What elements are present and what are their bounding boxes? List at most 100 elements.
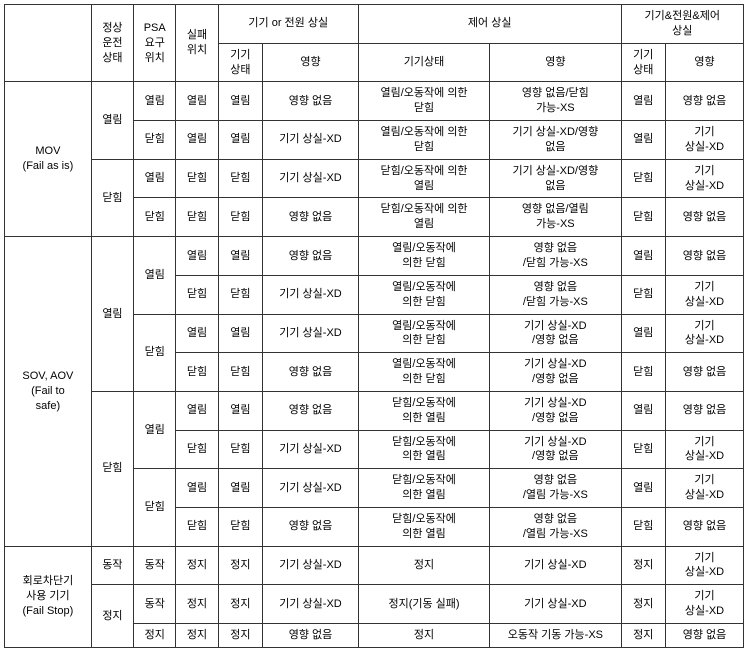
cell: 열림/오동작에의한 닫힘 [358,237,489,276]
cell: 열림 [621,469,666,508]
cell: 열림 [218,469,263,508]
cell: 기기상실-XD [666,159,744,198]
failure-mode-table: 정상운전상태 PSA요구위치 실패위치 기기 or 전원 상실 제어 상실 기기… [4,4,744,648]
header-sub5: 기기상태 [621,43,666,82]
cell: 기기 상실-XD/영향 없음 [490,353,621,392]
row-label-breaker: 회로차단기사용 기기(Fail Stop) [5,546,92,647]
cell: 영향 없음 [263,624,359,648]
cell: 열림 [134,391,176,468]
cell: 정지 [358,624,489,648]
cell: 열림 [621,391,666,430]
cell: 닫힘/오동작에의한 열림 [358,430,489,469]
cell: 닫힘 [621,159,666,198]
cell: 열림 [176,237,218,276]
cell: 영향 없음 [263,82,359,121]
header-psa-pos: PSA요구위치 [134,5,176,82]
cell: 열림 [134,237,176,314]
cell: 기기상실-XD [666,121,744,160]
cell: 닫힘 [621,507,666,546]
cell: 기기상실-XD [666,430,744,469]
cell: 영향 없음/닫힘가능-XS [490,82,621,121]
cell: 열림/오동작에의한 닫힘 [358,314,489,353]
cell: 닫힘 [621,353,666,392]
cell: 오동작 기동 가능-XS [490,624,621,648]
cell: 닫힘 [621,275,666,314]
cell: 닫힘/오동작에의한 열림 [358,391,489,430]
cell: 동작 [134,546,176,585]
cell: 기기 상실-XD/영향없음 [490,121,621,160]
cell: 영향 없음/닫힘 가능-XS [490,237,621,276]
cell: 정지 [176,546,218,585]
cell: 닫힘 [176,159,218,198]
cell: 열림 [621,82,666,121]
cell: 영향 없음 [263,353,359,392]
cell: 기기 상실-XD [263,585,359,624]
header-blank [5,5,92,82]
cell: 영향 없음 [666,82,744,121]
cell: 닫힘 [134,121,176,160]
header-sub4: 영향 [490,43,621,82]
cell: 정지 [218,624,263,648]
cell: 기기 상실-XD [263,469,359,508]
cell: 열림/오동작에의한 닫힘 [358,353,489,392]
cell: 열림/오동작에의한 닫힘 [358,275,489,314]
cell: 영향 없음 [666,507,744,546]
cell: 기기상실-XD [666,469,744,508]
cell: 정지 [134,624,176,648]
cell: 열림 [176,469,218,508]
header-sub6: 영향 [666,43,744,82]
cell: 닫힘 [621,198,666,237]
cell: 닫힘 [176,430,218,469]
cell: 열림 [91,82,133,159]
cell: 기기상실-XD [666,546,744,585]
table-row: 정지 동작 정지 정지 기기 상실-XD 정지(기동 실패) 기기 상실-XD … [5,585,744,624]
cell: 정지 [621,585,666,624]
cell: 기기 상실-XD [263,546,359,585]
header-normal-state: 정상운전상태 [91,5,133,82]
cell: 영향 없음/열림가능-XS [490,198,621,237]
cell: 기기 상실-XD/영향 없음 [490,391,621,430]
cell: 열림 [91,237,133,392]
cell: 동작 [91,546,133,585]
cell: 열림 [218,82,263,121]
cell: 닫힘 [218,159,263,198]
cell: 열림 [621,314,666,353]
cell: 기기 상실-XD [263,159,359,198]
cell: 정지 [358,546,489,585]
cell: 닫힘 [218,353,263,392]
cell: 닫힘 [176,507,218,546]
cell: 열림 [218,314,263,353]
cell: 영향 없음 [666,624,744,648]
cell: 영향 없음/열림 가능-XS [490,507,621,546]
cell: 열림 [176,82,218,121]
cell: 영향 없음 [666,353,744,392]
cell: 닫힘/오동작에의한 열림 [358,469,489,508]
cell: 기기 상실-XD [263,430,359,469]
cell: 기기 상실-XD [490,546,621,585]
cell: 열림 [176,391,218,430]
cell: 닫힘 [218,275,263,314]
table-row: 회로차단기사용 기기(Fail Stop) 동작 동작 정지 정지 기기 상실-… [5,546,744,585]
cell: 영향 없음/열림 가능-XS [490,469,621,508]
table-row: 닫힘 열림 열림 열림 영향 없음 닫힘/오동작에의한 열림 기기 상실-XD/… [5,391,744,430]
cell: 정지(기동 실패) [358,585,489,624]
cell: 영향 없음 [263,237,359,276]
cell: 정지 [176,624,218,648]
cell: 정지 [218,546,263,585]
header-sub3: 기기상태 [358,43,489,82]
cell: 닫힘 [176,275,218,314]
header-sub1: 기기상태 [218,43,263,82]
cell: 닫힘 [218,198,263,237]
cell: 열림 [134,82,176,121]
cell: 영향 없음 [263,391,359,430]
cell: 열림/오동작에 의한닫힘 [358,82,489,121]
cell: 영향 없음/닫힘 가능-XS [490,275,621,314]
cell: 닫힘 [218,430,263,469]
cell: 닫힘/오동작에 의한열림 [358,159,489,198]
header-group-all: 기기&전원&제어상실 [621,5,743,44]
row-label-mov: MOV(Fail as is) [5,82,92,237]
cell: 닫힘 [176,353,218,392]
cell: 정지 [91,585,133,648]
cell: 정지 [218,585,263,624]
cell: 영향 없음 [263,198,359,237]
